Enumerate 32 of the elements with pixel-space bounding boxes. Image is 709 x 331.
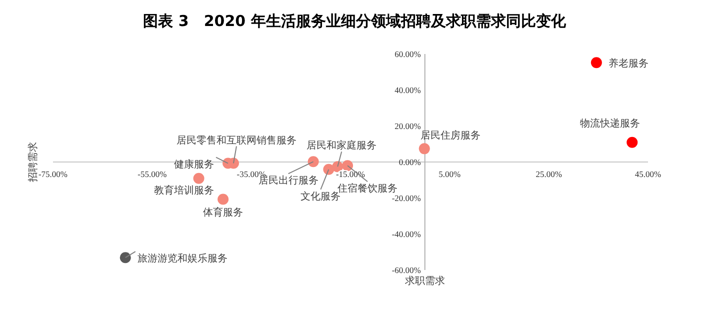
point (342, 160, 354, 172)
x-tick-label: 25.00% (536, 169, 562, 179)
point (308, 156, 319, 168)
point (590, 57, 602, 68)
y-tick-label: 0.00% (398, 157, 421, 167)
y-tick-label: 60.00% (394, 49, 421, 59)
annotation: 居民和家庭服务 (306, 140, 377, 152)
chart-title: 图表 3 2020 年生活服务业细分领域招聘及求职需求同比变化 (143, 12, 567, 30)
y-tick-label: 20.00% (394, 121, 421, 131)
annotation: 居民住房服务 (420, 130, 480, 142)
x-tick-label: 45.00% (634, 169, 662, 179)
point (120, 252, 131, 264)
x-axis-title: 求职需求 (404, 275, 445, 287)
point (626, 136, 638, 148)
y-tick-label: -60.00% (392, 265, 421, 275)
point (193, 172, 204, 184)
y-axis-title: 招聘需求 (27, 142, 39, 183)
point (218, 194, 229, 205)
annotation: 物流快递服务 (580, 117, 640, 130)
point (418, 143, 430, 154)
annotation: 旅游游览和娱乐服务 (137, 252, 228, 265)
annotation: 居民零售和互联网销售服务 (176, 134, 296, 146)
x-tick-label: -55.00% (138, 169, 167, 179)
annotation: 体育服务 (203, 206, 244, 218)
y-tick-label: -40.00% (392, 229, 421, 239)
annotation: 教育培训服务 (154, 184, 214, 196)
y-tick-label: 40.00% (394, 85, 421, 95)
annotation: 健康服务 (174, 158, 214, 170)
annotation: 养老服务 (608, 58, 648, 70)
x-tick-label: 5.00% (438, 169, 461, 179)
y-tick-label: -20.00% (392, 193, 421, 203)
x-tick-label: -75.00% (38, 169, 68, 179)
